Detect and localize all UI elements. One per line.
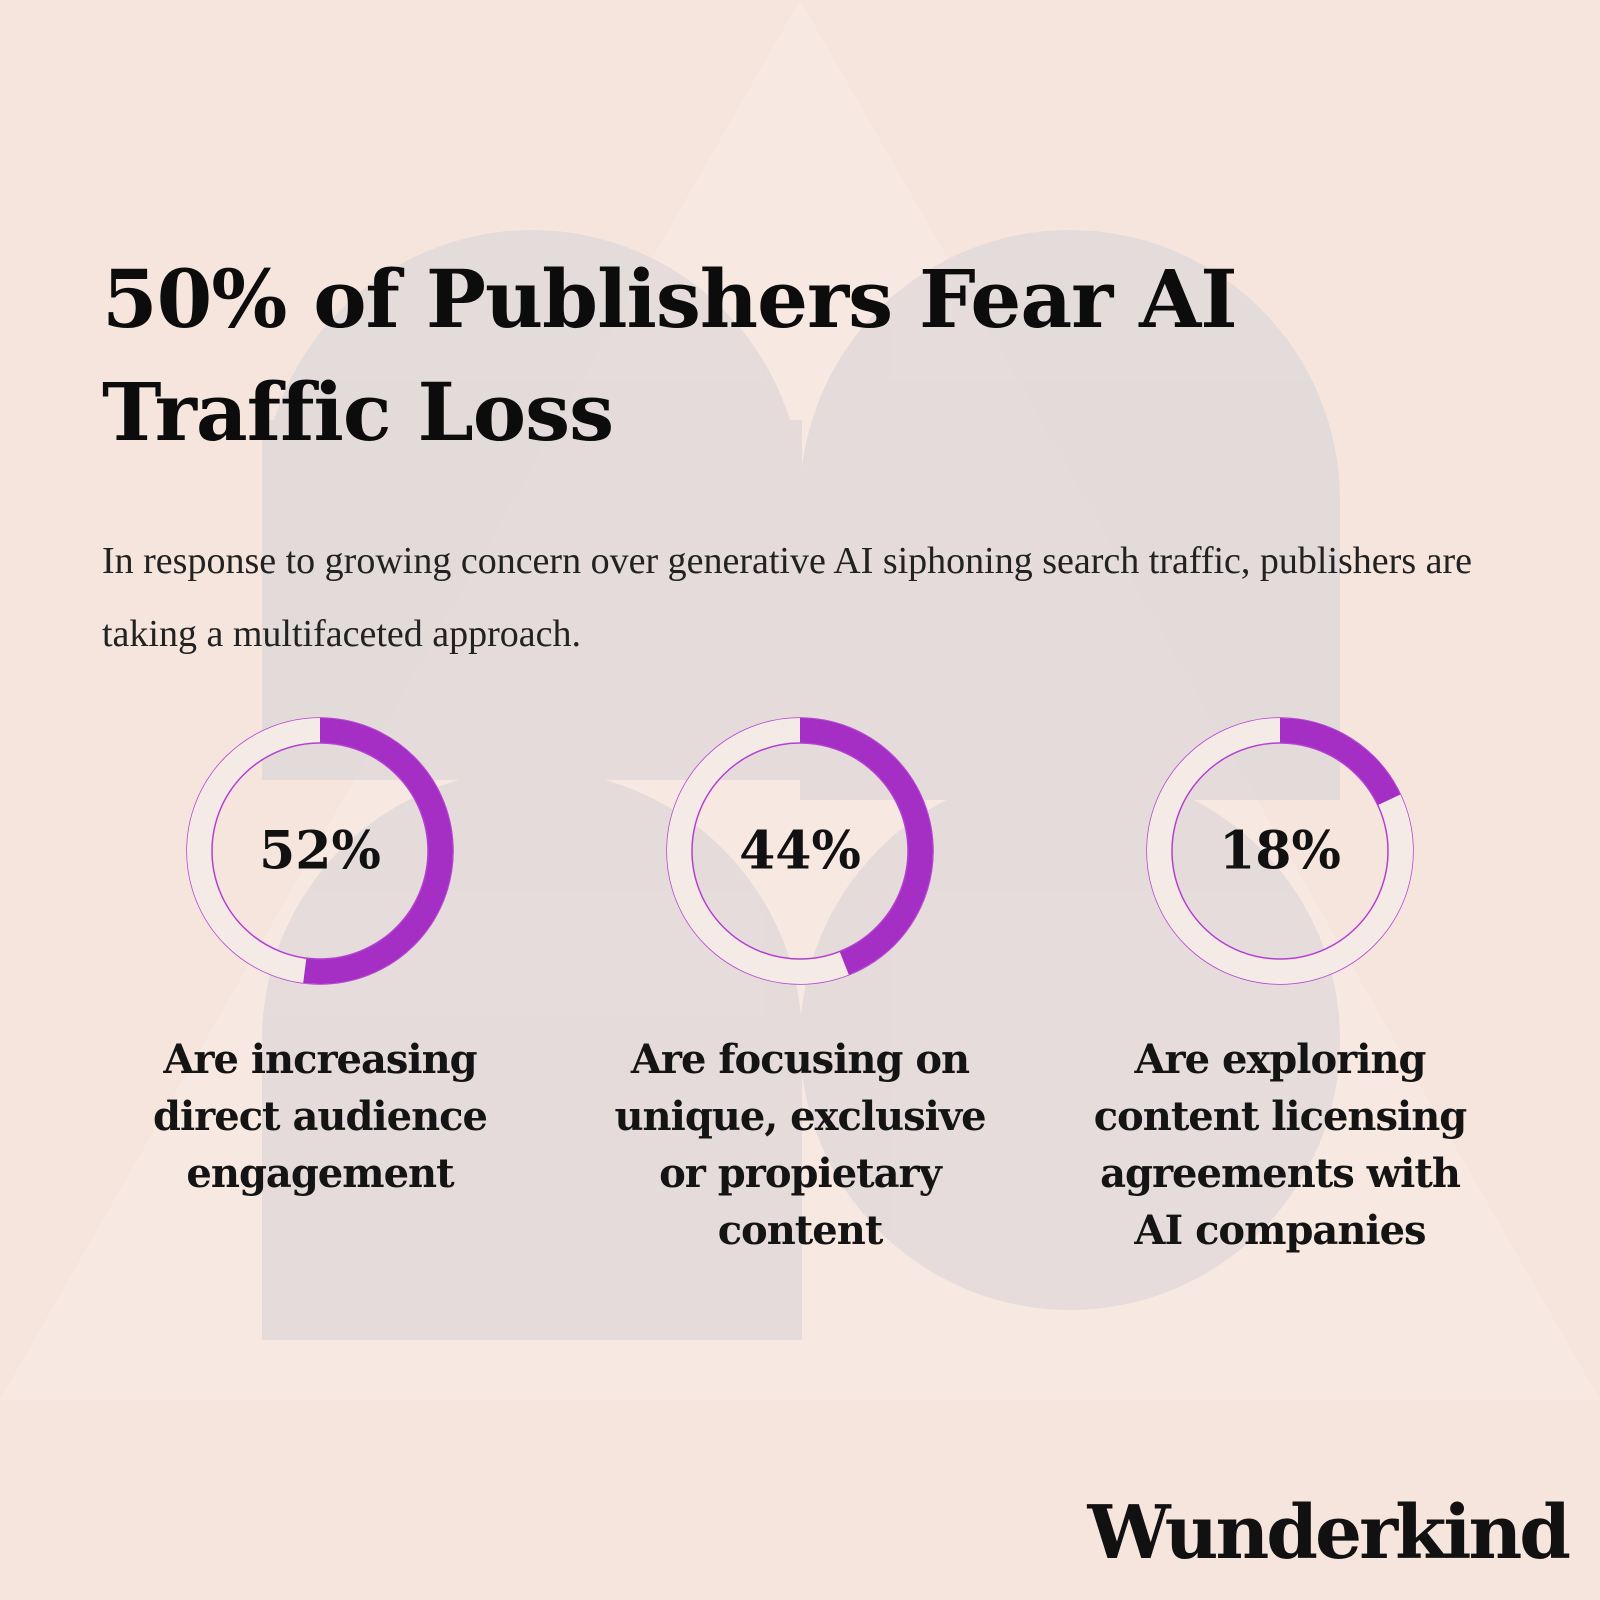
donut-chart: 52%: [186, 717, 454, 985]
page-title: 50% of Publishers Fear AI Traffic Loss: [102, 252, 1238, 459]
donut-chart: 18%: [1146, 717, 1414, 985]
stat-value: 44%: [739, 821, 861, 882]
stat-card-content: 44% Are focusing on unique, exclusive or…: [590, 716, 1010, 1259]
page-subtitle: In response to growing concern over gene…: [102, 540, 1473, 655]
stat-description: Are focusing on unique, exclusive or pro…: [614, 1036, 986, 1254]
stat-card-licensing: 18% Are exploring content licensing agre…: [1070, 716, 1490, 1259]
stat-description: Are increasing direct audience engagemen…: [153, 1036, 488, 1197]
ring-inner-edge: [1171, 742, 1389, 960]
stat-value: 52%: [259, 821, 381, 882]
ring-value-arc: [187, 718, 453, 984]
ring-value-arc: [667, 718, 933, 984]
stat-card-engagement: 52% Are increasing direct audience engag…: [110, 716, 530, 1202]
ring-inner-edge: [691, 742, 909, 960]
stat-value: 18%: [1219, 821, 1341, 882]
stat-description: Are exploring content licensing agreemen…: [1093, 1036, 1468, 1254]
ring-inner-edge: [211, 742, 429, 960]
brand-logo: Wunderkind: [1087, 1490, 1571, 1576]
ring-value-arc: [1147, 718, 1413, 984]
donut-chart: 44%: [666, 717, 934, 985]
